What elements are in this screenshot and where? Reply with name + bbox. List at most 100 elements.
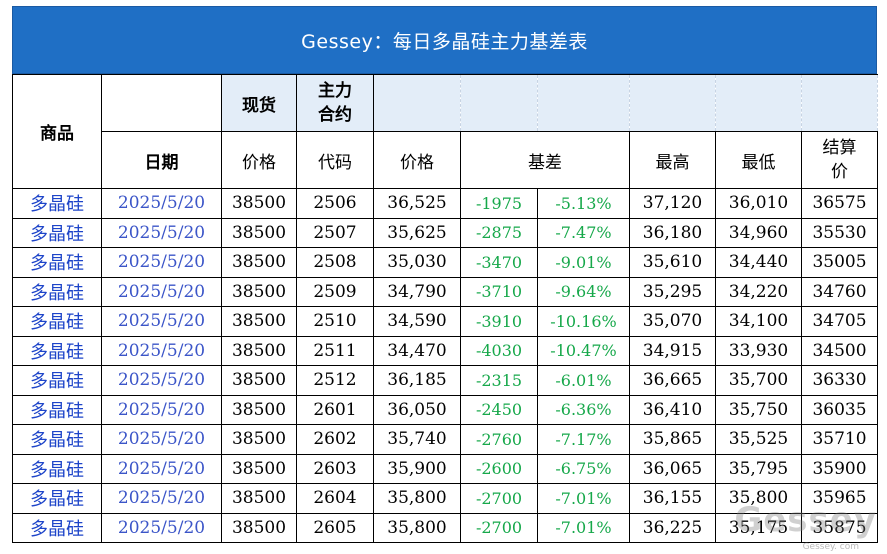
cell-basis: -2700 xyxy=(460,512,538,543)
cell-date: 2025/5/20 xyxy=(101,483,222,514)
header-price: 价格 xyxy=(373,131,461,189)
cell-price: 36,050 xyxy=(373,394,461,425)
cell-basis: -3910 xyxy=(460,306,538,337)
cell-basis-pct: -7.01% xyxy=(537,483,630,514)
cell-product: 多晶硅 xyxy=(12,453,102,484)
cell-spot: 38500 xyxy=(221,483,297,514)
cell-settle: 36330 xyxy=(801,365,878,396)
cell-code: 2509 xyxy=(296,276,374,307)
cell-low: 35,800 xyxy=(715,483,802,514)
cell-settle: 36575 xyxy=(801,188,878,219)
cell-code: 2603 xyxy=(296,453,374,484)
cell-code: 2506 xyxy=(296,188,374,219)
header-blank xyxy=(715,74,802,132)
cell-spot: 38500 xyxy=(221,217,297,248)
table-body: 多晶硅 2025/5/20 38500 2506 36,525 -1975 -5.13% 37… xyxy=(12,188,878,543)
table-row: 多晶硅 2025/5/20 38500 2509 34,790 -3710 -9.64% 35… xyxy=(12,276,878,307)
cell-basis-pct: -7.47% xyxy=(537,217,630,248)
header-date: 日期 xyxy=(101,131,222,189)
header-spot: 现货 xyxy=(221,74,297,132)
cell-low: 35,175 xyxy=(715,512,802,543)
cell-high: 36,410 xyxy=(629,394,716,425)
cell-settle: 36035 xyxy=(801,394,878,425)
table-row: 多晶硅 2025/5/20 38500 2603 35,900 -2600 -6.75% 36… xyxy=(12,453,878,484)
cell-product: 多晶硅 xyxy=(12,276,102,307)
cell-high: 36,065 xyxy=(629,453,716,484)
cell-spot: 38500 xyxy=(221,365,297,396)
table-row: 多晶硅 2025/5/20 38500 2601 36,050 -2450 -6.36% 36… xyxy=(12,394,878,425)
cell-code: 2601 xyxy=(296,394,374,425)
cell-high: 34,915 xyxy=(629,335,716,366)
cell-basis: -2600 xyxy=(460,453,538,484)
cell-code: 2508 xyxy=(296,247,374,278)
cell-code: 2604 xyxy=(296,483,374,514)
cell-price: 35,800 xyxy=(373,512,461,543)
header-spot-price: 价格 xyxy=(221,131,297,189)
cell-basis: -3470 xyxy=(460,247,538,278)
cell-spot: 38500 xyxy=(221,512,297,543)
cell-date: 2025/5/20 xyxy=(101,394,222,425)
cell-basis-pct: -9.64% xyxy=(537,276,630,307)
table-row: 多晶硅 2025/5/20 38500 2510 34,590 -3910 -10.16% 3… xyxy=(12,306,878,337)
table-row: 多晶硅 2025/5/20 38500 2511 34,470 -4030 -10.47% 3… xyxy=(12,335,878,366)
table-row: 多晶硅 2025/5/20 38500 2605 35,800 -2700 -7.01% 36… xyxy=(12,512,878,543)
cell-basis: -3710 xyxy=(460,276,538,307)
cell-basis-pct: -10.16% xyxy=(537,306,630,337)
cell-low: 35,700 xyxy=(715,365,802,396)
header-main-contract: 主力 合约 xyxy=(296,74,374,132)
table-row: 多晶硅 2025/5/20 38500 2506 36,525 -1975 -5.13% 37… xyxy=(12,188,878,219)
cell-high: 35,070 xyxy=(629,306,716,337)
cell-low: 34,960 xyxy=(715,217,802,248)
cell-date: 2025/5/20 xyxy=(101,306,222,337)
cell-date: 2025/5/20 xyxy=(101,217,222,248)
table-row: 多晶硅 2025/5/20 38500 2507 35,625 -2875 -7.47% 36… xyxy=(12,217,878,248)
cell-date: 2025/5/20 xyxy=(101,512,222,543)
cell-date: 2025/5/20 xyxy=(101,365,222,396)
cell-low: 34,100 xyxy=(715,306,802,337)
cell-date: 2025/5/20 xyxy=(101,424,222,455)
cell-high: 36,155 xyxy=(629,483,716,514)
cell-basis-pct: -10.47% xyxy=(537,335,630,366)
cell-basis: -2760 xyxy=(460,424,538,455)
header-blank xyxy=(801,74,878,132)
cell-code: 2605 xyxy=(296,512,374,543)
cell-spot: 38500 xyxy=(221,424,297,455)
cell-high: 35,610 xyxy=(629,247,716,278)
header-empty-date-top xyxy=(101,74,222,132)
cell-basis: -4030 xyxy=(460,335,538,366)
cell-spot: 38500 xyxy=(221,247,297,278)
cell-price: 34,470 xyxy=(373,335,461,366)
cell-code: 2511 xyxy=(296,335,374,366)
cell-settle: 35965 xyxy=(801,483,878,514)
cell-price: 34,790 xyxy=(373,276,461,307)
cell-product: 多晶硅 xyxy=(12,365,102,396)
cell-settle: 35900 xyxy=(801,453,878,484)
cell-code: 2512 xyxy=(296,365,374,396)
header-basis: 基差 xyxy=(460,131,630,189)
cell-low: 34,220 xyxy=(715,276,802,307)
cell-product: 多晶硅 xyxy=(12,424,102,455)
cell-price: 35,030 xyxy=(373,247,461,278)
cell-product: 多晶硅 xyxy=(12,512,102,543)
cell-code: 2510 xyxy=(296,306,374,337)
cell-date: 2025/5/20 xyxy=(101,335,222,366)
header-settle: 结算 价 xyxy=(801,131,878,189)
header-low: 最低 xyxy=(715,131,802,189)
cell-low: 34,440 xyxy=(715,247,802,278)
cell-basis-pct: -7.01% xyxy=(537,512,630,543)
header-blank xyxy=(537,74,630,132)
cell-price: 35,900 xyxy=(373,453,461,484)
cell-price: 35,800 xyxy=(373,483,461,514)
cell-basis: -2700 xyxy=(460,483,538,514)
cell-product: 多晶硅 xyxy=(12,483,102,514)
cell-date: 2025/5/20 xyxy=(101,188,222,219)
cell-settle: 34760 xyxy=(801,276,878,307)
table-title: Gessey：每日多晶硅主力基差表 xyxy=(12,6,877,74)
cell-basis: -2875 xyxy=(460,217,538,248)
cell-product: 多晶硅 xyxy=(12,335,102,366)
table-row: 多晶硅 2025/5/20 38500 2512 36,185 -2315 -6.01% 36… xyxy=(12,365,878,396)
cell-price: 35,625 xyxy=(373,217,461,248)
cell-spot: 38500 xyxy=(221,188,297,219)
cell-basis: -2315 xyxy=(460,365,538,396)
cell-date: 2025/5/20 xyxy=(101,453,222,484)
